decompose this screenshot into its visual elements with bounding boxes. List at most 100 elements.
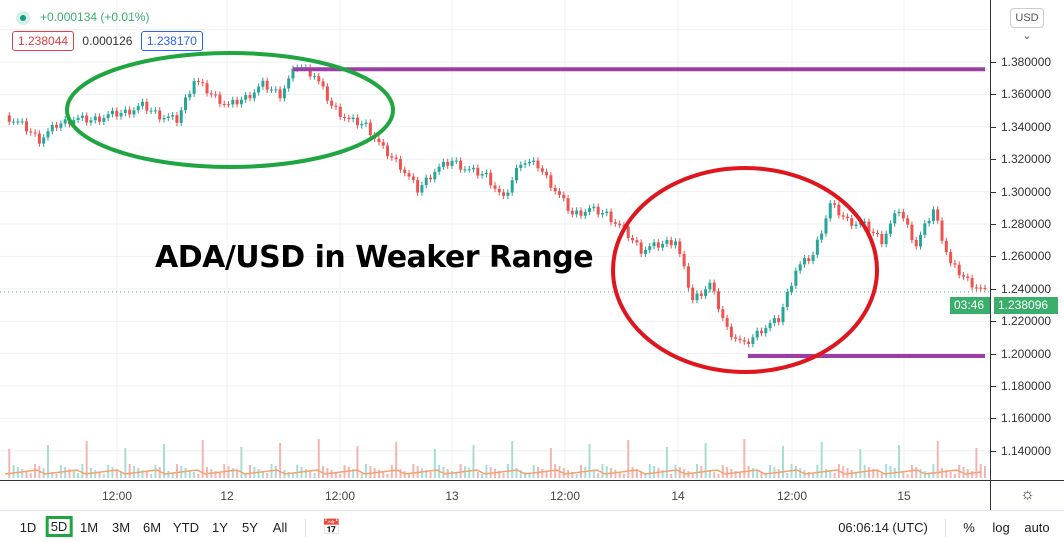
candle-body — [845, 216, 849, 219]
candle-body — [497, 188, 501, 193]
candle-body — [493, 185, 497, 189]
candle-body — [970, 278, 974, 288]
price-tick — [991, 450, 996, 452]
price-label: 1.180000 — [1001, 379, 1052, 393]
clock[interactable]: 06:06:14 (UTC) — [838, 520, 928, 535]
volume-bar — [468, 468, 471, 478]
volume-bar — [476, 472, 479, 478]
percent-toggle[interactable]: % — [963, 520, 975, 535]
volume-bar — [889, 466, 892, 478]
price-label: 1.360000 — [1001, 87, 1052, 102]
timeframe-5y[interactable]: 5Y — [242, 520, 258, 535]
volume-bar — [330, 470, 333, 478]
candle-body — [927, 220, 931, 224]
log-toggle[interactable]: log — [992, 520, 1010, 535]
time-axis[interactable]: 12:00 12 12:00 13 12:00 14 12:00 15 — [0, 480, 990, 510]
candle-body — [502, 192, 506, 196]
volume-bar — [915, 467, 918, 478]
volume-bar — [614, 470, 617, 478]
timeframe-5d[interactable]: 5D — [45, 516, 73, 537]
price-tick — [991, 321, 996, 323]
candle-body — [588, 208, 592, 212]
candle-body — [347, 117, 351, 120]
candle-body — [179, 110, 183, 123]
candle-body — [227, 104, 231, 106]
candle-body — [549, 175, 553, 188]
settings-gear-icon[interactable]: ☼ — [990, 480, 1064, 510]
candle-body — [330, 100, 334, 106]
candle-body — [308, 67, 312, 77]
volume-bar — [554, 464, 557, 478]
candle-body — [257, 86, 261, 93]
sell-price[interactable]: 1.238044 — [12, 30, 75, 51]
volume-bar — [975, 448, 978, 478]
candle-body — [16, 121, 20, 123]
volume-bar — [334, 472, 337, 478]
volume-bar — [674, 465, 677, 478]
candle-body — [467, 169, 471, 171]
candle-body — [218, 94, 222, 104]
candle-body — [717, 291, 721, 310]
volume-bar — [94, 470, 97, 478]
volume-bar — [605, 466, 608, 478]
volume-bar — [812, 474, 815, 478]
candle-body — [321, 81, 325, 87]
volume-bar — [919, 469, 922, 478]
volume-bar — [721, 465, 724, 478]
volume-bar — [519, 470, 522, 478]
candle-body — [734, 337, 738, 339]
green-ellipse-annotation — [65, 51, 395, 169]
timeframe-ytd[interactable]: YTD — [173, 520, 199, 535]
candle-body — [145, 101, 149, 111]
auto-toggle[interactable]: auto — [1024, 520, 1050, 535]
candle-body — [794, 270, 798, 286]
volume-bar — [489, 467, 492, 478]
candle-body — [910, 224, 914, 241]
candle-body — [863, 221, 867, 224]
candle-body — [605, 211, 609, 214]
candle-body — [489, 172, 493, 186]
volume-bar — [274, 466, 277, 478]
volume-bar — [145, 472, 148, 478]
timeframe-1y[interactable]: 1Y — [212, 520, 228, 535]
volume-bar — [850, 470, 853, 478]
candle-body — [115, 110, 119, 117]
timeframe-all[interactable]: All — [272, 520, 288, 535]
timeframe-6m[interactable]: 6M — [142, 520, 162, 535]
volume-bar — [794, 466, 797, 478]
candle-body — [360, 123, 364, 126]
candle-body — [175, 115, 179, 123]
volume-bar — [206, 467, 209, 478]
volume-bar — [395, 442, 398, 478]
price-axis[interactable]: 1.380000 1.360000 1.340000 1.320000 1.300000… — [990, 0, 1064, 480]
price-chart[interactable] — [0, 0, 990, 480]
timeframe-1d[interactable]: 1D — [19, 520, 37, 535]
currency-dropdown[interactable]: USD ⌄ — [1010, 8, 1044, 42]
candle-body — [192, 81, 196, 94]
volume-bar — [708, 470, 711, 478]
volume-bar — [124, 448, 127, 478]
candle-body — [398, 159, 402, 170]
buy-price[interactable]: 1.238170 — [140, 30, 203, 51]
volume-bar — [592, 471, 595, 478]
candle-body — [699, 293, 703, 296]
timeframe-1m[interactable]: 1M — [79, 520, 99, 535]
volume-bar — [751, 468, 754, 478]
volume-bar — [622, 474, 625, 478]
candle-body — [141, 101, 145, 107]
candle-body — [527, 161, 531, 164]
candle-body — [429, 177, 433, 180]
goto-date-icon[interactable]: 📅 — [322, 519, 341, 536]
volume-bar — [201, 440, 204, 478]
volume-bar — [154, 465, 157, 478]
timeframe-3m[interactable]: 3M — [111, 520, 131, 535]
time-label: 13 — [445, 489, 459, 503]
candle-body — [188, 93, 192, 98]
candle-body — [351, 117, 355, 120]
candle-body — [936, 209, 940, 221]
candle-body — [833, 203, 837, 205]
candle-body — [12, 121, 16, 123]
volume-bar — [12, 465, 15, 478]
candle-body — [269, 89, 273, 91]
price-label: 1.320000 — [1001, 152, 1052, 167]
